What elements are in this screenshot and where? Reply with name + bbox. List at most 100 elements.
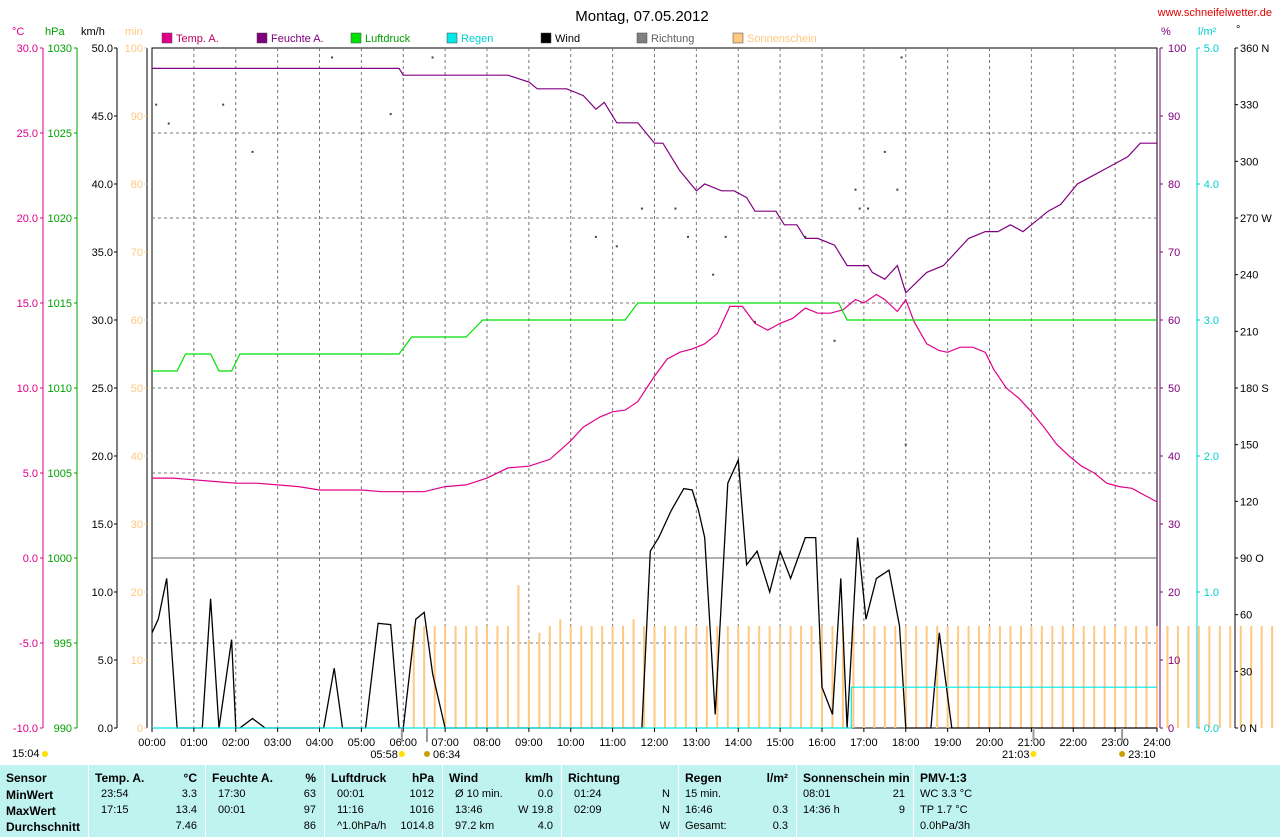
axis-tick-label-temp: 25.0 bbox=[17, 128, 38, 140]
x-tick-label: 06:00 bbox=[389, 737, 417, 749]
x-tick-label: 15:00 bbox=[766, 737, 794, 749]
x-tick-label: 14:00 bbox=[724, 737, 752, 749]
stats-cell-label: 00:01 bbox=[218, 804, 246, 816]
stats-cell-value: 97 bbox=[303, 804, 316, 816]
stats-cell-label: 11:16 bbox=[337, 804, 364, 816]
axis-tick-label-sun: 50 bbox=[131, 383, 143, 395]
stats-cell-label: Gesamt: bbox=[685, 820, 727, 832]
sun-icon bbox=[42, 751, 48, 757]
x-tick-label: 00:00 bbox=[138, 737, 166, 749]
statistics-panel: Sensor MinWert MaxWert Durchschnitt Temp. A.… bbox=[0, 765, 1280, 837]
stats-unit: °C bbox=[183, 771, 197, 785]
axis-tick-label-pressure: 995 bbox=[54, 638, 72, 650]
stats-column: Sensor MinWert MaxWert Durchschnitt bbox=[0, 765, 88, 837]
stats-header: Sensor bbox=[6, 771, 47, 785]
unit-wind: km/h bbox=[81, 26, 105, 38]
stats-separator bbox=[561, 765, 562, 837]
stats-header: Luftdruck bbox=[331, 771, 387, 785]
stats-header: Regen bbox=[685, 771, 722, 785]
axis-tick-label-direction: 150 bbox=[1240, 440, 1258, 452]
legend-label: Feuchte A. bbox=[271, 33, 324, 45]
stats-cell-label: 00:01 bbox=[337, 788, 365, 800]
direction-point bbox=[331, 56, 334, 59]
direction-point bbox=[594, 235, 597, 238]
stats-cell-label: TP 1.7 °C bbox=[920, 804, 968, 816]
direction-point bbox=[804, 235, 807, 238]
legend-swatch bbox=[636, 32, 648, 44]
stats-cell-value: N bbox=[662, 788, 670, 800]
stats-cell-label: 17:15 bbox=[101, 804, 129, 816]
axis-tick-label-humidity: 100 bbox=[1168, 43, 1186, 55]
legend-label: Wind bbox=[555, 33, 580, 45]
stats-cell-label: Ø 10 min. bbox=[455, 788, 503, 800]
axis-tick-label-sun: 20 bbox=[131, 587, 143, 599]
series-line-temp bbox=[152, 293, 1158, 503]
direction-point bbox=[712, 273, 715, 276]
event-icon-sunrise bbox=[423, 751, 430, 757]
legend-swatch bbox=[161, 32, 173, 44]
stats-cell-value: 1016 bbox=[409, 804, 434, 816]
axis-tick-label-humidity: 50 bbox=[1168, 383, 1180, 395]
legend-label: Luftdruck bbox=[365, 33, 411, 45]
stats-cell-value: W bbox=[659, 820, 670, 832]
axis-tick-label-wind: 30.0 bbox=[92, 315, 113, 327]
axis-tick-label-humidity: 70 bbox=[1168, 247, 1180, 259]
legend-swatch bbox=[256, 32, 268, 44]
legend-swatch bbox=[350, 32, 362, 44]
stats-cell-value: 4.0 bbox=[537, 820, 553, 832]
x-tick-label: 12:00 bbox=[641, 737, 669, 749]
legend-label: Sonnenschein bbox=[747, 33, 817, 45]
stats-cell-label: 16:46 bbox=[685, 804, 713, 816]
axis-tick-label-pressure: 1000 bbox=[48, 553, 72, 565]
stats-separator bbox=[678, 765, 679, 837]
chart-title: Montag, 07.05.2012 bbox=[575, 8, 708, 25]
x-tick-label: 24:00 bbox=[1143, 737, 1171, 749]
stats-cell-value: 9 bbox=[898, 804, 905, 816]
stats-cell-value: 63 bbox=[303, 788, 316, 800]
stats-separator bbox=[88, 765, 89, 837]
axis-tick-label-sun: 30 bbox=[131, 519, 143, 531]
x-tick-label: 09:00 bbox=[515, 737, 543, 749]
stats-header: Feuchte A. bbox=[212, 771, 273, 785]
stats-header: Wind bbox=[449, 771, 479, 785]
direction-point bbox=[858, 207, 861, 210]
axis-tick-label-rain: 3.0 bbox=[1204, 315, 1219, 327]
stats-cell-label: 01:24 bbox=[574, 788, 602, 800]
x-tick-label: 21:00 bbox=[1018, 737, 1046, 749]
stats-cell-value: 1014.8 bbox=[400, 820, 434, 832]
axis-tick-label-wind: 50.0 bbox=[92, 43, 113, 55]
event-icon-moon bbox=[1119, 751, 1126, 757]
axis-tick-label-sun: 90 bbox=[131, 111, 143, 123]
event-label-moon: 23:10 bbox=[1128, 749, 1156, 761]
x-tick-label: 22:00 bbox=[1059, 737, 1087, 749]
stats-row-label: MinWert bbox=[6, 788, 54, 802]
x-tick-label: 02:00 bbox=[222, 737, 250, 749]
axis-tick-label-humidity: 10 bbox=[1168, 655, 1180, 667]
axis-tick-label-wind: 35.0 bbox=[92, 247, 113, 259]
stats-cell-label: 02:09 bbox=[574, 804, 602, 816]
axis-tick-label-wind: 45.0 bbox=[92, 111, 113, 123]
site-link[interactable]: www.schneifelwetter.de bbox=[1157, 7, 1272, 19]
series-line-humidity bbox=[152, 67, 1157, 294]
chart-grid bbox=[151, 47, 1158, 729]
axis-tick-label-direction: 60 bbox=[1240, 610, 1252, 622]
direction-point bbox=[674, 207, 677, 210]
axis-tick-label-humidity: 90 bbox=[1168, 111, 1180, 123]
direction-point bbox=[222, 103, 225, 106]
stats-separator bbox=[442, 765, 443, 837]
stats-cell-value: W 19.8 bbox=[518, 804, 553, 816]
axis-tick-label-direction: 180 S bbox=[1240, 383, 1269, 395]
x-tick-label: 13:00 bbox=[683, 737, 711, 749]
axis-tick-label-rain: 0.0 bbox=[1204, 723, 1219, 735]
axis-tick-label-wind: 40.0 bbox=[92, 179, 113, 191]
axis-tick-label-pressure: 990 bbox=[54, 723, 72, 735]
axis-tick-label-humidity: 0 bbox=[1168, 723, 1174, 735]
stats-cell-value: 0.3 bbox=[772, 820, 788, 832]
direction-point bbox=[389, 113, 392, 116]
axis-tick-label-humidity: 30 bbox=[1168, 519, 1180, 531]
axis-tick-label-pressure: 1020 bbox=[48, 213, 72, 225]
stats-header: PMV-1:3 bbox=[920, 771, 967, 785]
stats-row-label: MaxWert bbox=[6, 804, 56, 818]
axis-tick-label-direction: 90 O bbox=[1240, 553, 1264, 565]
axis-tick-label-humidity: 20 bbox=[1168, 587, 1180, 599]
